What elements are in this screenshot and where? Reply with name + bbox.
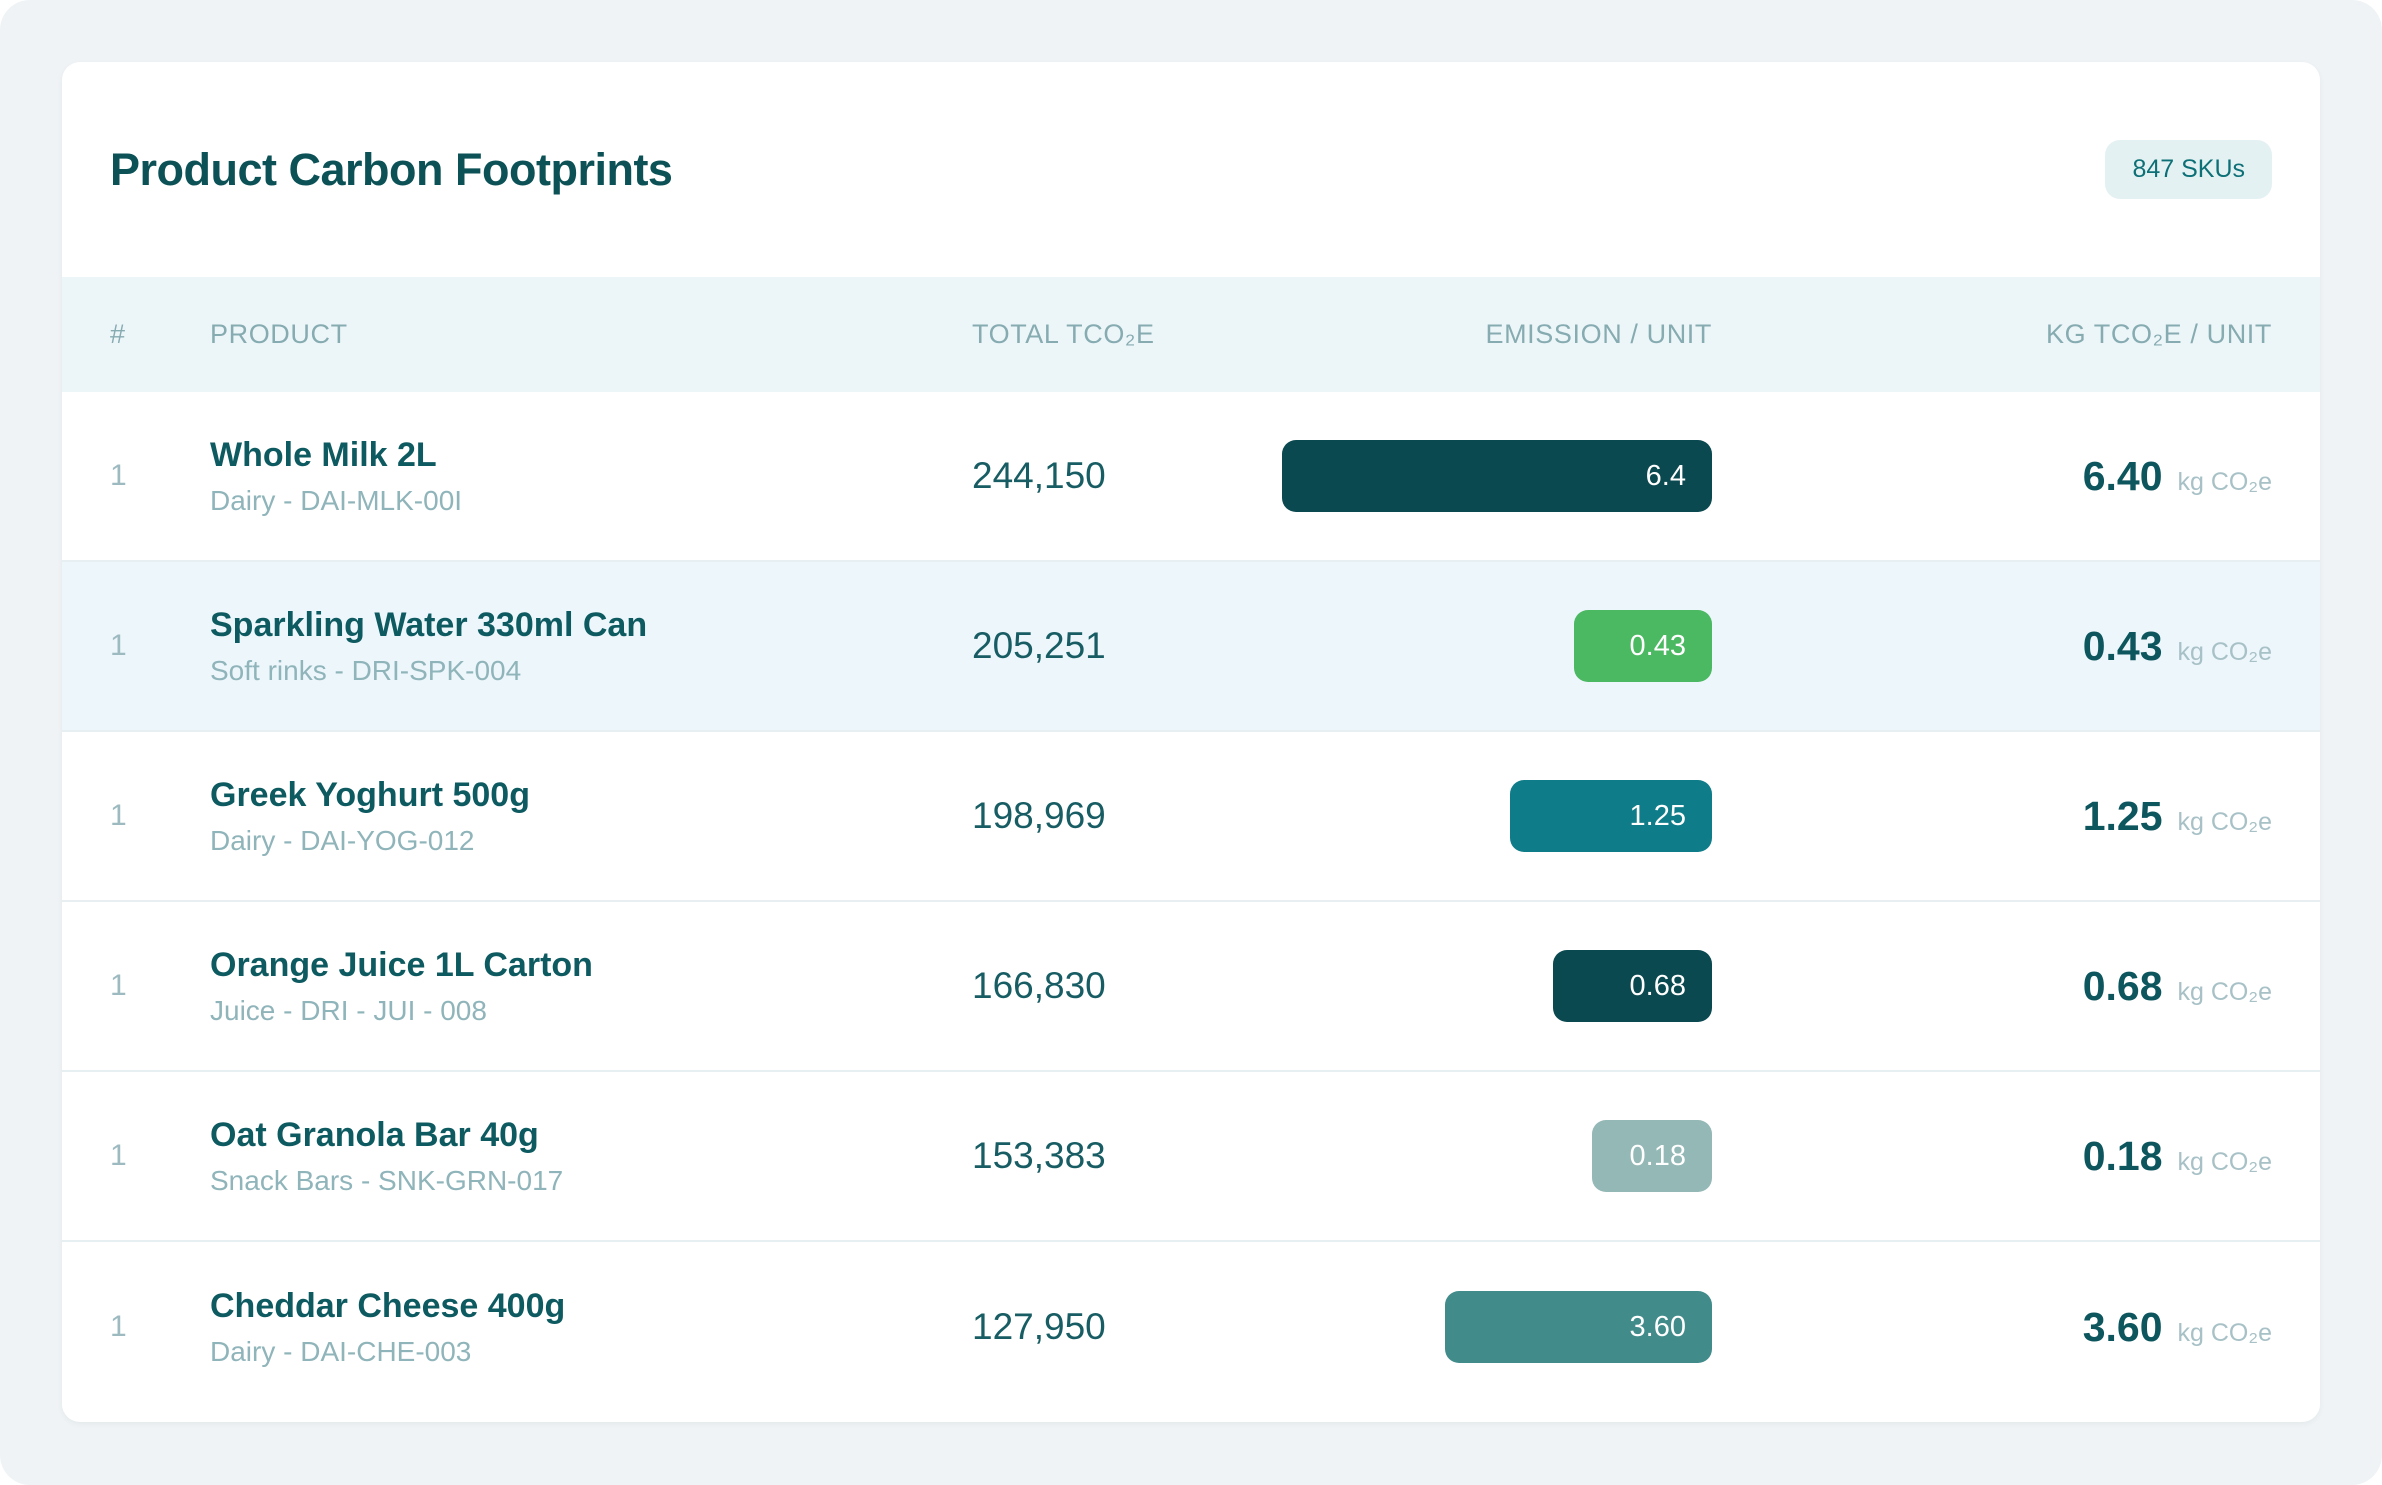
table-row[interactable]: 1 Whole Milk 2L Dairy - DAI-MLK-00I 244,…: [62, 392, 2320, 562]
kg-unit-suffix: kg CO₂e: [2177, 1147, 2272, 1176]
emission-cell: 0.18: [1252, 1120, 1712, 1192]
page-title: Product Carbon Footprints: [110, 143, 673, 195]
product-name: Oat Granola Bar 40g: [210, 1115, 539, 1154]
emission-bar: 0.18: [1591, 1120, 1712, 1192]
kg-per-unit-cell: 3.60 kg CO₂e: [1712, 1304, 2272, 1351]
product-name: Cheddar Cheese 400g: [210, 1286, 566, 1325]
table-row[interactable]: 1 Cheddar Cheese 400g Dairy - DAI-CHE-00…: [62, 1242, 2320, 1412]
column-header-kg-tco2e-per-unit: KG TCO₂E / UNIT: [2045, 319, 2272, 349]
product-cell: Orange Juice 1L Carton Juice - DRI - JUI…: [210, 946, 972, 1027]
row-index: 1: [110, 969, 127, 1002]
product-category-sku: Snack Bars - SNK-GRN-017: [210, 1164, 564, 1196]
product-name: Sparkling Water 330ml Can: [210, 605, 648, 644]
product-cell: Cheddar Cheese 400g Dairy - DAI-CHE-003: [210, 1287, 972, 1368]
emission-cell: 6.4: [1252, 440, 1712, 512]
kg-unit-suffix: kg CO₂e: [2177, 807, 2272, 836]
row-index: 1: [110, 1139, 127, 1172]
kg-per-unit-value: 0.68: [2082, 962, 2163, 1009]
product-category-sku: Soft rinks - DRI-SPK-004: [210, 654, 522, 686]
row-index: 1: [110, 629, 127, 662]
emission-bar: 0.68: [1552, 950, 1712, 1022]
carbon-footprints-card: Product Carbon Footprints 847 SKUs # PRO…: [62, 62, 2320, 1422]
emission-bar-track: 3.60: [1282, 1291, 1712, 1363]
emission-bar-value: 3.60: [1629, 1310, 1686, 1343]
total-tco2e-value: 153,383: [972, 1135, 1106, 1176]
total-tco2e-value: 166,830: [972, 965, 1106, 1006]
column-header-total-tco2e: TOTAL TCO₂E: [972, 319, 1155, 349]
product-cell: Whole Milk 2L Dairy - DAI-MLK-00I: [210, 436, 972, 517]
emission-bar: 0.43: [1574, 610, 1712, 682]
kg-per-unit-cell: 6.40 kg CO₂e: [1712, 453, 2272, 500]
kg-per-unit-cell: 0.43 kg CO₂e: [1712, 623, 2272, 670]
product-category-sku: Dairy - DAI-CHE-003: [210, 1335, 472, 1367]
kg-per-unit-cell: 0.18 kg CO₂e: [1712, 1133, 2272, 1180]
kg-per-unit-value: 1.25: [2082, 792, 2163, 839]
emission-bar-track: 1.25: [1282, 780, 1712, 852]
total-tco2e-value: 244,150: [972, 455, 1106, 496]
row-index: 1: [110, 1310, 127, 1343]
row-index: 1: [110, 459, 127, 492]
product-cell: Greek Yoghurt 500g Dairy - DAI-YOG-012: [210, 776, 972, 857]
total-tco2e-value: 127,950: [972, 1306, 1106, 1347]
emission-bar-track: 0.68: [1282, 950, 1712, 1022]
table-header-row: # PRODUCT TOTAL TCO₂E EMISSION / UNIT KG…: [62, 277, 2320, 392]
kg-unit-suffix: kg CO₂e: [2177, 977, 2272, 1006]
kg-unit-suffix: kg CO₂e: [2177, 467, 2272, 496]
product-name: Whole Milk 2L: [210, 435, 437, 474]
emission-bar-track: 0.18: [1282, 1120, 1712, 1192]
emission-bar: 1.25: [1509, 780, 1712, 852]
kg-per-unit-value: 3.60: [2082, 1303, 2163, 1350]
emission-bar: 6.4: [1282, 440, 1712, 512]
product-category-sku: Dairy - DAI-MLK-00I: [210, 484, 463, 516]
emission-bar-value: 1.25: [1629, 799, 1686, 832]
emission-bar: 3.60: [1445, 1291, 1712, 1363]
kg-per-unit-value: 6.40: [2082, 452, 2163, 499]
emission-bar-value: 0.68: [1629, 969, 1686, 1002]
card-header: Product Carbon Footprints 847 SKUs: [62, 62, 2320, 277]
emission-bar-value: 6.4: [1645, 459, 1686, 492]
column-header-index: #: [110, 319, 126, 349]
product-category-sku: Juice - DRI - JUI - 008: [210, 994, 487, 1026]
row-index: 1: [110, 799, 127, 832]
kg-per-unit-value: 0.43: [2082, 622, 2163, 669]
emission-bar-value: 0.43: [1629, 629, 1686, 662]
product-cell: Sparkling Water 330ml Can Soft rinks - D…: [210, 606, 972, 687]
emission-bar-track: 6.4: [1282, 440, 1712, 512]
product-category-sku: Dairy - DAI-YOG-012: [210, 824, 475, 856]
emission-cell: 0.68: [1252, 950, 1712, 1022]
sku-count-badge: 847 SKUs: [2105, 140, 2272, 199]
kg-unit-suffix: kg CO₂e: [2177, 1318, 2272, 1347]
kg-per-unit-cell: 1.25 kg CO₂e: [1712, 793, 2272, 840]
product-cell: Oat Granola Bar 40g Snack Bars - SNK-GRN…: [210, 1116, 972, 1197]
product-name: Greek Yoghurt 500g: [210, 775, 530, 814]
total-tco2e-value: 198,969: [972, 795, 1106, 836]
table-row[interactable]: 1 Oat Granola Bar 40g Snack Bars - SNK-G…: [62, 1072, 2320, 1242]
column-header-product: PRODUCT: [210, 319, 348, 349]
emission-bar-value: 0.18: [1629, 1139, 1686, 1172]
table-row[interactable]: 1 Greek Yoghurt 500g Dairy - DAI-YOG-012…: [62, 732, 2320, 902]
kg-unit-suffix: kg CO₂e: [2177, 637, 2272, 666]
kg-per-unit-value: 0.18: [2082, 1132, 2163, 1179]
emission-cell: 3.60: [1252, 1291, 1712, 1363]
column-header-emission-per-unit: EMISSION / UNIT: [1485, 319, 1712, 349]
emission-cell: 1.25: [1252, 780, 1712, 852]
emission-bar-track: 0.43: [1282, 610, 1712, 682]
table-row[interactable]: 1 Sparkling Water 330ml Can Soft rinks -…: [62, 562, 2320, 732]
product-name: Orange Juice 1L Carton: [210, 945, 593, 984]
kg-per-unit-cell: 0.68 kg CO₂e: [1712, 963, 2272, 1010]
table-row[interactable]: 1 Orange Juice 1L Carton Juice - DRI - J…: [62, 902, 2320, 1072]
table-body: 1 Whole Milk 2L Dairy - DAI-MLK-00I 244,…: [62, 392, 2320, 1412]
total-tco2e-value: 205,251: [972, 625, 1106, 666]
emission-cell: 0.43: [1252, 610, 1712, 682]
